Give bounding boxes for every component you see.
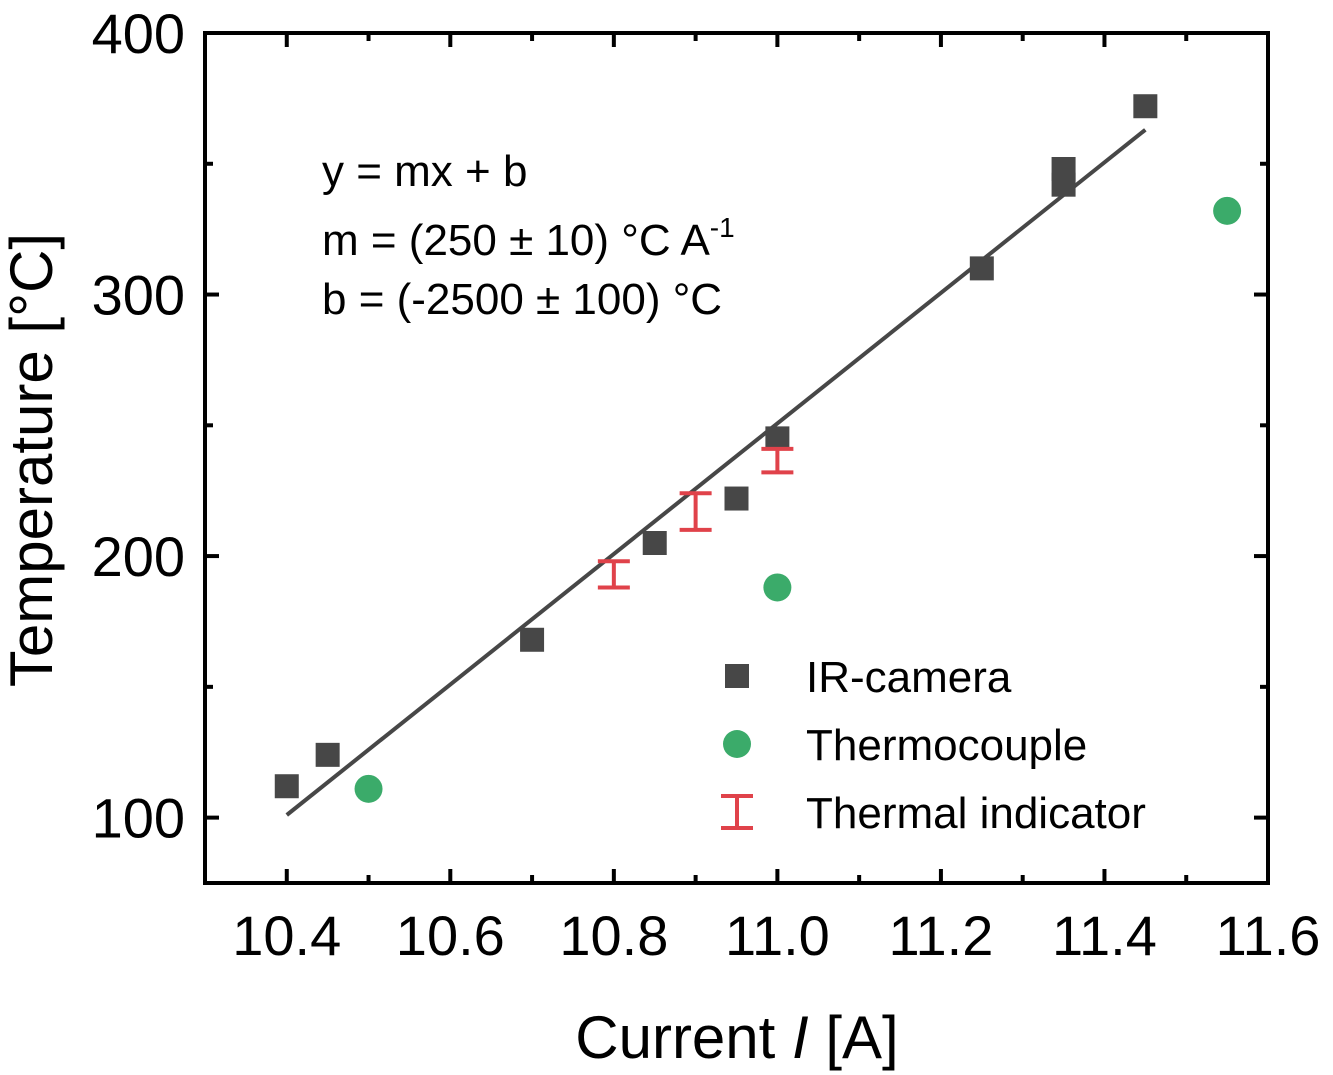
x-tick-label: 11.2 [889, 904, 994, 967]
thermocouple-point [1213, 196, 1242, 225]
ir-camera-point [724, 486, 749, 511]
x-tick-label: 10.8 [559, 904, 668, 967]
x-axis-title-main: Current [575, 1004, 775, 1071]
ir-camera-point [520, 627, 545, 652]
ir-camera-point [274, 774, 299, 799]
thermocouple-point [763, 573, 792, 602]
legend-label: IR-camera [806, 653, 1012, 702]
legend-label: Thermocouple [806, 721, 1087, 770]
annotation-line-2: m = (250 ± 10) °C A-1 [322, 212, 735, 265]
thermal-indicator-errorbar [597, 559, 630, 590]
x-tick-label: 11.4 [1052, 904, 1157, 967]
legend: IR-camera Thermocouple Thermal indicator [721, 653, 1146, 838]
x-axis-title: Current I [A] [575, 1004, 898, 1071]
thermocouple-point [354, 774, 383, 803]
legend-symbol-ir-camera [725, 664, 749, 688]
annotation-line-3: b = (-2500 ± 100) °C [322, 275, 722, 324]
annotation-line-2-main: m = (250 ± 10) °C A [322, 216, 710, 265]
annotation-line-2-sup: -1 [710, 212, 735, 243]
ir-camera-point [1051, 157, 1076, 181]
thermal-indicator-errorbar [761, 446, 794, 475]
x-tick-label: 10.4 [232, 904, 341, 967]
ir-camera-point [315, 742, 340, 767]
fit-line [285, 128, 1147, 817]
legend-symbol-thermal-indicator [721, 794, 753, 830]
fit-annotation: y = mx + b m = (250 ± 10) °C A-1 b = (-2… [322, 147, 735, 324]
annotation-line-1: y = mx + b [322, 147, 527, 196]
ir-camera-point [969, 256, 994, 281]
y-axis-title: Temperature [°C] [0, 233, 65, 687]
y-tick-label: 300 [92, 264, 185, 327]
ir-camera-point [642, 531, 667, 555]
plot-marks [274, 94, 1242, 817]
legend-label: Thermal indicator [806, 789, 1146, 838]
x-axis-title-unit: [A] [825, 1004, 898, 1071]
x-axis-title-symbol: I [792, 1004, 809, 1071]
x-tick-label: 10.6 [396, 904, 505, 967]
x-tick-label: 11.0 [725, 904, 830, 967]
legend-symbol-thermocouple [723, 730, 751, 758]
y-tick-label: 100 [92, 787, 185, 850]
ir-camera-point [765, 426, 790, 451]
y-tick-label: 400 [92, 2, 185, 65]
x-tick-label: 11.6 [1216, 904, 1321, 967]
plot-frame [203, 31, 1270, 885]
thermal-indicator-errorbar [679, 491, 712, 532]
axis-ticks: 10.4 10.6 10.8 11.0 11.2 11.4 11.6 100 200 300 400 [92, 2, 1321, 967]
ir-camera-point [1133, 94, 1158, 119]
y-tick-label: 200 [92, 525, 185, 588]
